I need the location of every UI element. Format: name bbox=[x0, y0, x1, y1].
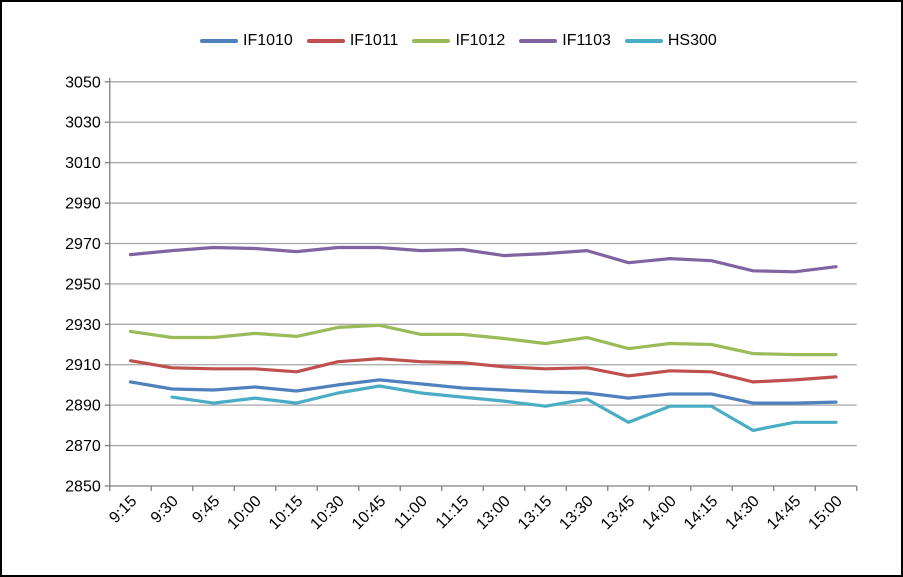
x-tick-label: 9:45 bbox=[189, 493, 223, 527]
legend-item-IF1011[interactable]: IF1011 bbox=[306, 32, 399, 50]
legend-line-swatch bbox=[412, 39, 451, 43]
legend-label: IF1010 bbox=[243, 32, 293, 49]
y-tick-label: 2890 bbox=[65, 398, 101, 415]
legend-item-IF1010[interactable]: IF1010 bbox=[200, 32, 293, 50]
y-tick-label: 2970 bbox=[65, 236, 101, 253]
legend-item-IF1012[interactable]: IF1012 bbox=[412, 32, 505, 50]
x-tick-label: 9:15 bbox=[106, 493, 140, 527]
legend-line-swatch bbox=[200, 39, 238, 43]
x-tick-label: 13:15 bbox=[515, 493, 555, 533]
x-tick-label: 10:15 bbox=[266, 493, 306, 533]
y-tick-label: 3010 bbox=[65, 155, 101, 172]
series-line-HS300[interactable] bbox=[170, 384, 838, 432]
legend-line-swatch bbox=[519, 39, 558, 43]
x-tick-label: 10:30 bbox=[307, 493, 347, 533]
legend-label: IF1011 bbox=[349, 32, 399, 49]
x-tick-label: 10:00 bbox=[224, 493, 264, 533]
legend-item-IF1103[interactable]: IF1103 bbox=[519, 32, 611, 50]
legend-item-HS300[interactable]: HS300 bbox=[624, 32, 717, 50]
y-tick-label: 2910 bbox=[65, 357, 101, 374]
legend-label: IF1012 bbox=[455, 32, 506, 49]
y-tick-label: 2930 bbox=[65, 317, 101, 334]
x-tick-label: 14:00 bbox=[639, 493, 679, 533]
y-tick-label: 2850 bbox=[65, 479, 101, 496]
x-tick-label: 15:00 bbox=[805, 493, 845, 533]
x-tick-label: 14:15 bbox=[681, 493, 721, 533]
series-line-IF1010[interactable] bbox=[128, 378, 838, 405]
y-tick-label: 3030 bbox=[65, 115, 101, 132]
x-tick-label: 13:30 bbox=[556, 493, 596, 533]
x-tick-label: 14:30 bbox=[722, 493, 762, 533]
series-line-IF1011[interactable] bbox=[128, 357, 838, 384]
x-tick-label: 10:45 bbox=[349, 493, 389, 533]
y-tick-label: 2990 bbox=[65, 196, 101, 213]
series-line-IF1012[interactable] bbox=[128, 323, 838, 357]
x-tick-label: 14:45 bbox=[764, 493, 804, 533]
x-tick-label: 13:00 bbox=[473, 493, 513, 533]
x-tick-label: 11:00 bbox=[391, 493, 431, 533]
series-line-IF1103[interactable] bbox=[128, 245, 838, 274]
y-tick-label: 2950 bbox=[65, 276, 101, 293]
legend-line-swatch bbox=[306, 39, 345, 43]
y-tick-label: 2870 bbox=[65, 438, 101, 455]
chart-legend: IF1010 IF1011 IF1012 IF1103 HS300 bbox=[200, 32, 717, 50]
x-tick-label: 9:30 bbox=[148, 493, 182, 527]
x-tick-label: 11:15 bbox=[433, 493, 473, 533]
legend-label: HS300 bbox=[667, 32, 717, 49]
x-tick-label: 13:45 bbox=[598, 493, 638, 533]
legend-label: IF1103 bbox=[562, 32, 611, 49]
legend-line-swatch bbox=[624, 39, 663, 43]
y-tick-label: 3050 bbox=[65, 74, 101, 91]
